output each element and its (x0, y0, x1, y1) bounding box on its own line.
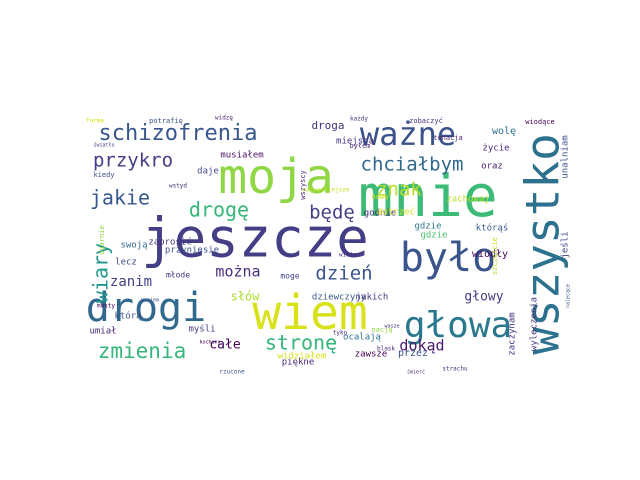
word: krajem (141, 298, 159, 304)
word: jakich (356, 293, 389, 303)
word: forme (86, 118, 104, 125)
word: unalniam (561, 135, 571, 178)
word: wiodące (525, 118, 555, 126)
word: głowy (464, 290, 503, 305)
word: przyniesie (165, 246, 219, 256)
word: najważniejsze (303, 187, 350, 194)
word: wyleczenia (530, 297, 540, 351)
word: zaprosić (148, 237, 191, 248)
word: oraz (481, 162, 503, 172)
word: piękne (282, 358, 315, 368)
word: byłem (349, 142, 370, 150)
word: wiodły (472, 249, 508, 260)
word: przykro (93, 150, 173, 172)
word: było (400, 235, 496, 281)
word: dokąd (399, 337, 444, 355)
word: blask (377, 346, 395, 353)
word: godnie (364, 209, 397, 219)
word: musiałem (220, 151, 263, 161)
word: ważne (360, 115, 456, 153)
word: przez (398, 348, 428, 359)
word: którą (114, 311, 141, 322)
word: światło (93, 142, 114, 149)
word: każdy (350, 116, 368, 123)
word: życie (482, 144, 509, 154)
word: zobaczyć (409, 117, 443, 125)
word: jeśli (560, 231, 571, 258)
word: całe (209, 338, 240, 353)
word: kochany (199, 340, 220, 346)
word: moja (218, 149, 334, 205)
word: zanim (110, 274, 152, 290)
word: dzień (315, 263, 372, 285)
word: dziewczyny (312, 293, 367, 303)
word: moge (280, 272, 299, 281)
word: widziałem (278, 352, 327, 362)
word: wstyd (169, 183, 187, 190)
word: stronę (265, 331, 337, 355)
word: mosty (97, 303, 115, 310)
word: schizofrenia (99, 121, 258, 146)
word: chciałbym (361, 154, 464, 176)
word: którąś (476, 223, 509, 234)
word: wasze (384, 324, 399, 330)
word: nacją (371, 326, 392, 334)
word: głowa (404, 305, 512, 346)
word: ogarnie (98, 225, 106, 255)
word: tonacja (433, 134, 463, 142)
word: drogi (86, 285, 206, 331)
word: drogę (189, 198, 249, 222)
word: zmienia (98, 339, 187, 363)
word: słów (231, 290, 261, 304)
word: mnie (358, 162, 498, 230)
word: swoją (120, 241, 147, 251)
word: miejsca (336, 137, 374, 147)
word: zachowaj (446, 195, 489, 205)
word: gdzie (420, 231, 447, 241)
word: nalecące (566, 284, 572, 308)
word: można (215, 263, 260, 281)
word: wszystko (516, 133, 570, 355)
word: śmierć (407, 369, 425, 376)
word: nowę (372, 193, 389, 201)
word: wolę (492, 126, 516, 137)
word: jakie (90, 186, 150, 210)
word: tyko (333, 330, 348, 337)
word: myśli (188, 324, 215, 335)
word: kiedy (93, 171, 114, 179)
word: wiary (89, 243, 113, 303)
word: jeszcze (141, 207, 369, 270)
word: wiem (252, 285, 368, 341)
word: lecz (115, 258, 137, 268)
word: potrafię (149, 117, 183, 125)
word: strachu (442, 366, 468, 373)
word: droga (311, 119, 344, 132)
word: wszyscy (299, 170, 307, 200)
word: daje (197, 167, 219, 177)
word: umiał (89, 327, 116, 337)
word: wiatr (339, 252, 357, 259)
word: ocalają (343, 333, 381, 343)
word: znak (376, 179, 422, 201)
word: gdzie (414, 222, 441, 232)
word: zawsze (355, 350, 388, 360)
word: widzę (215, 115, 233, 122)
word: dotrzeć (377, 207, 415, 218)
word: zaczynam (508, 312, 518, 355)
word: będę (309, 202, 355, 224)
word: młode (166, 271, 190, 280)
word: szczęście (491, 237, 499, 275)
word: rzucone (219, 369, 245, 376)
